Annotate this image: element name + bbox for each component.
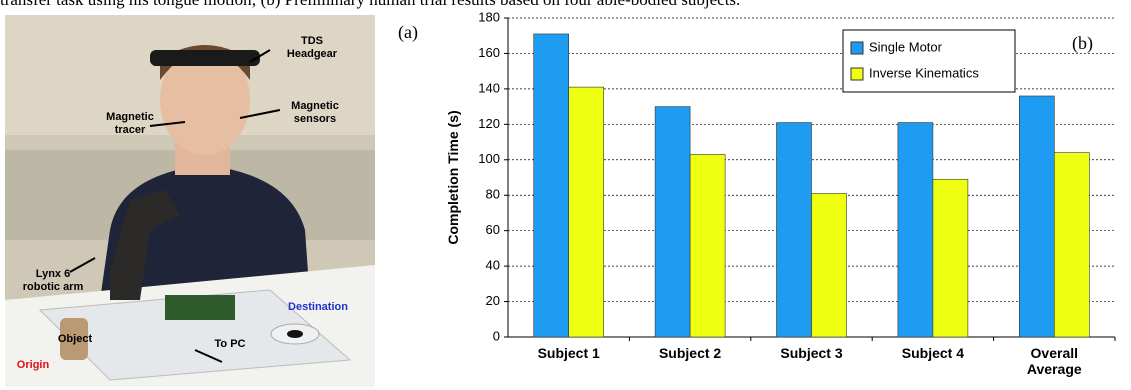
annotation: Lynx 6 robotic arm xyxy=(18,268,88,294)
annotation: To PC xyxy=(200,338,260,351)
x-tick-label: Subject 4 xyxy=(883,345,983,361)
legend-label: Single Motor xyxy=(869,39,943,54)
annotation: TDS Headgear xyxy=(282,35,342,61)
page: transfer task using his tongue motion; (… xyxy=(0,0,1131,390)
x-tick-label: Subject 3 xyxy=(762,345,862,361)
y-tick-label: 160 xyxy=(478,45,500,60)
figure: 0 20 40 60 80 100 120 140 160 180 Completion Time … xyxy=(0,0,1131,390)
annotation: Origin xyxy=(8,359,58,372)
bar xyxy=(812,193,847,337)
bar xyxy=(777,123,812,337)
bar xyxy=(690,154,725,337)
annotation: Magnetic tracer xyxy=(100,111,160,137)
y-axis-label: Completion Time (s) xyxy=(445,110,461,244)
y-tick-label: 100 xyxy=(478,151,500,166)
y-tick-label: 40 xyxy=(486,258,500,273)
panel-label: (a) xyxy=(398,22,418,43)
bar xyxy=(933,179,968,337)
bar xyxy=(1019,96,1054,337)
bar xyxy=(898,123,933,337)
y-tick-label: 20 xyxy=(486,293,500,308)
bar xyxy=(534,34,569,337)
y-tick-label: 120 xyxy=(478,116,500,131)
legend-swatch xyxy=(851,42,863,54)
legend-label: Inverse Kinematics xyxy=(869,65,979,80)
bar xyxy=(569,87,604,337)
x-tick-label: Subject 1 xyxy=(519,345,619,361)
panel-label: (b) xyxy=(1072,33,1093,54)
photo xyxy=(5,15,375,387)
x-tick-label: Subject 2 xyxy=(640,345,740,361)
annotation: Destination xyxy=(278,301,358,314)
x-tick-label: Overall Average xyxy=(1004,345,1104,377)
y-tick-label: 180 xyxy=(478,9,500,24)
y-tick-label: 80 xyxy=(486,187,500,202)
annotation: Object xyxy=(45,333,105,346)
bar xyxy=(655,107,690,337)
annotation: Magnetic sensors xyxy=(280,100,350,126)
y-tick-label: 60 xyxy=(486,222,500,237)
legend-swatch xyxy=(851,68,863,80)
y-tick-label: 0 xyxy=(493,328,500,343)
bar xyxy=(1054,153,1089,337)
y-tick-label: 140 xyxy=(478,80,500,95)
